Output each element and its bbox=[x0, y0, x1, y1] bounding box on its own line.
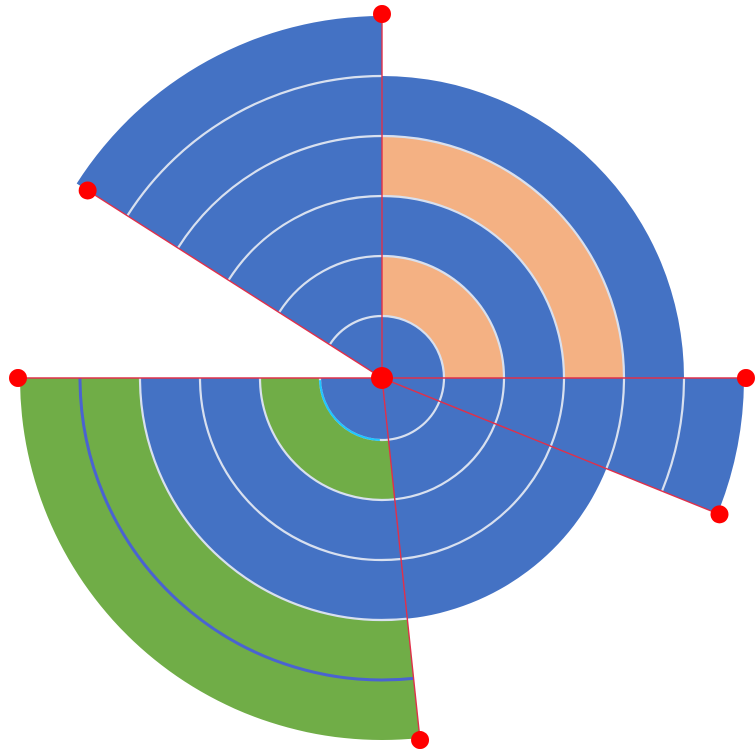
top-right-sector-ring-4 bbox=[381, 134, 626, 379]
bottom-left-sector-band-1 bbox=[320, 378, 389, 440]
bottom-right-sector-ring-3 bbox=[400, 445, 552, 561]
bottom-left-sector-ring-5 bbox=[78, 377, 414, 682]
angle-handle-5[interactable] bbox=[411, 731, 430, 749]
top-left-sector-band-3 bbox=[228, 196, 382, 313]
bottom-right-sector-band-4 bbox=[401, 446, 607, 619]
top-right-sector-band-5 bbox=[382, 76, 684, 378]
top-right-sector-band-3 bbox=[382, 196, 564, 378]
bottom-left-sector-band-2 bbox=[260, 378, 395, 500]
top-left-sector-band-1 bbox=[329, 316, 382, 378]
top-right-sector-band-4 bbox=[382, 136, 624, 378]
right-sector[interactable] bbox=[382, 377, 744, 514]
right-sector-ring-5 bbox=[660, 377, 686, 492]
top-right-sector-ring-3 bbox=[381, 194, 566, 379]
top-right-sector-ring-1 bbox=[381, 314, 446, 379]
top-left-sector-ring-4 bbox=[176, 134, 383, 249]
top-right-sector-ring-2 bbox=[381, 254, 506, 379]
bottom-left-sector-band-4 bbox=[140, 378, 408, 620]
top-right-sector-band-2 bbox=[382, 256, 504, 378]
top-left-sector-band-6 bbox=[76, 16, 383, 216]
ray-4 bbox=[381, 377, 718, 515]
center-glow-arc bbox=[319, 380, 380, 441]
bottom-left-sector-ring-3 bbox=[198, 377, 402, 562]
top-left-sector-ring-2 bbox=[278, 254, 383, 314]
ray-5 bbox=[381, 377, 421, 739]
top-left-sector-ring-1 bbox=[328, 314, 383, 346]
bottom-left-sector-ring-2 bbox=[258, 377, 395, 502]
top-right-sector[interactable] bbox=[381, 76, 684, 379]
right-sector-band-3 bbox=[495, 378, 564, 447]
bottom-left-sector-band-6 bbox=[20, 378, 420, 740]
right-sector-band-4 bbox=[550, 378, 624, 469]
angle-handle-6[interactable] bbox=[9, 369, 27, 387]
top-left-sector-band-2 bbox=[279, 255, 382, 345]
right-sector-band-5 bbox=[606, 378, 684, 492]
top-left-sector[interactable] bbox=[76, 16, 383, 378]
right-sector-band-2 bbox=[439, 378, 504, 424]
bottom-right-sector-band-3 bbox=[394, 423, 551, 560]
top-left-sector-band-4 bbox=[177, 136, 382, 281]
bottom-right-sector-ring-1 bbox=[388, 400, 441, 441]
bottom-right-sector-band-1 bbox=[382, 378, 440, 440]
top-right-sector-band-1 bbox=[382, 316, 444, 378]
right-sector-ring-4 bbox=[605, 377, 626, 470]
right-sector-ring-2 bbox=[494, 377, 506, 425]
top-left-sector-ring-5 bbox=[126, 74, 383, 217]
bottom-left-sector[interactable] bbox=[20, 377, 420, 740]
top-left-sector-ring-3 bbox=[227, 194, 383, 281]
bottom-right-sector-ring-2 bbox=[394, 423, 497, 501]
angle-handle-1[interactable] bbox=[78, 181, 97, 200]
bottom-left-sector-band-5 bbox=[80, 378, 414, 681]
right-sector-ring-3 bbox=[549, 377, 566, 447]
top-left-sector-band-5 bbox=[127, 75, 383, 248]
ray-1 bbox=[88, 190, 383, 379]
angle-handle-2[interactable] bbox=[373, 5, 391, 23]
bottom-right-sector[interactable] bbox=[382, 378, 607, 619]
bottom-right-sector-band-2 bbox=[388, 401, 496, 500]
center-handle[interactable] bbox=[371, 367, 393, 389]
angle-handle-4[interactable] bbox=[710, 505, 729, 524]
bottom-left-sector-ring-4 bbox=[138, 377, 408, 622]
angle-handle-3[interactable] bbox=[737, 369, 755, 387]
